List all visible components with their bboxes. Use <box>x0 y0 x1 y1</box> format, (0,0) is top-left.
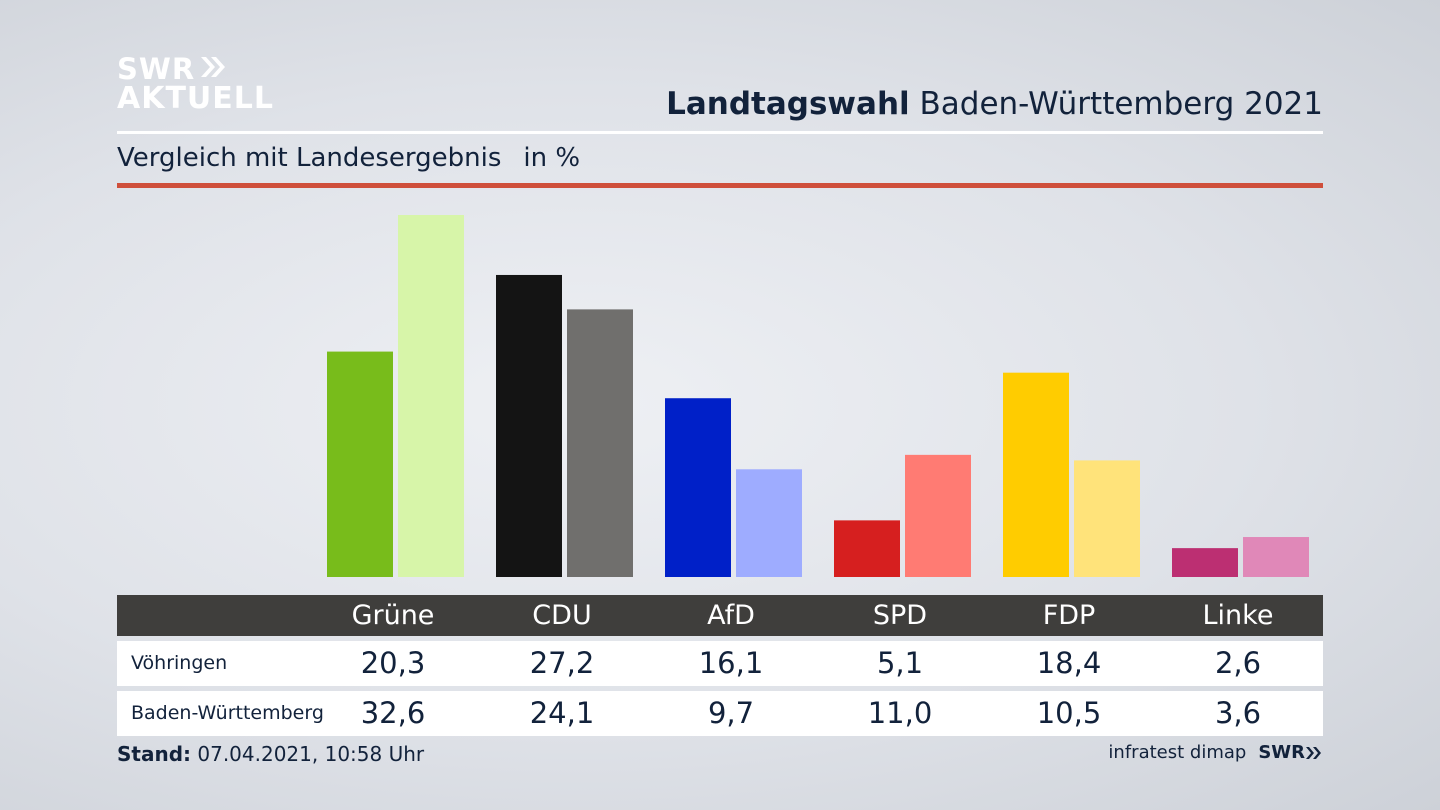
table-cell: 32,6 <box>360 696 426 730</box>
logo-aktuell-text: AKTUELL <box>117 81 275 116</box>
double-chevron-icon <box>1306 746 1321 759</box>
table-cell: 11,0 <box>867 696 933 730</box>
bar-cdu-state <box>567 309 633 577</box>
subtitle-text: Vergleich mit Landesergebnis <box>117 143 502 173</box>
table-cell: 3,6 <box>1214 696 1262 730</box>
title-rest: Baden-Württemberg 2021 <box>909 86 1324 122</box>
swr-footer-text: SWR <box>1258 742 1305 763</box>
bar-chart <box>327 215 1309 577</box>
table-cell: 9,7 <box>707 696 755 730</box>
bar-afd-local <box>665 398 731 577</box>
table-cell: 20,3 <box>360 646 426 680</box>
table-cell: 27,2 <box>529 646 595 680</box>
timestamp: Stand: 07.04.2021, 10:58 Uhr <box>117 742 424 766</box>
double-chevron-icon <box>199 54 227 84</box>
bar-afd-state <box>736 469 802 577</box>
swr-footer-logo: SWR <box>1258 742 1323 763</box>
table-cell: 5,1 <box>876 646 924 680</box>
bar-spd-local <box>834 520 900 577</box>
bar-linke-local <box>1172 548 1238 577</box>
table-cell: 2,6 <box>1214 646 1262 680</box>
header-fdp: FDP <box>1042 600 1096 631</box>
bar-fdp-state <box>1074 460 1140 577</box>
header-cdu: CDU <box>532 600 592 631</box>
bar-fdp-local <box>1003 372 1069 577</box>
bar-cdu-local <box>496 274 562 577</box>
row-label: Vöhringen <box>131 652 228 674</box>
page-title: Landtagswahl Baden-Württemberg 2021 <box>666 86 1323 122</box>
logo-swr-text: SWR <box>117 52 196 86</box>
accent-divider <box>117 183 1323 188</box>
header-linke: Linke <box>1202 600 1274 631</box>
header-gruene: Grüne <box>351 600 435 631</box>
table-header: Grüne CDU AfD SPD FDP Linke <box>117 595 1323 636</box>
table-row: Vöhringen 20,3 27,2 16,1 5,1 18,4 2,6 <box>117 641 1323 686</box>
source-text: infratest dimap <box>1108 742 1247 763</box>
header-spd: SPD <box>872 600 928 631</box>
results-table: Grüne CDU AfD SPD FDP Linke Vöhringen 20… <box>117 595 1323 736</box>
header-afd: AfD <box>707 600 755 631</box>
bar-gruene-local <box>327 351 393 577</box>
stand-label: Stand: <box>117 742 192 766</box>
title-bold: Landtagswahl <box>666 86 910 122</box>
row-label: Baden-Württemberg <box>131 702 324 724</box>
bar-spd-state <box>905 454 971 577</box>
table-cell: 16,1 <box>698 646 764 680</box>
bar-linke-state <box>1243 537 1309 577</box>
chart-subtitle: Vergleich mit Landesergebnis in % <box>117 143 580 173</box>
table-cell: 18,4 <box>1036 646 1102 680</box>
table-cell: 10,5 <box>1036 696 1102 730</box>
stand-value: 07.04.2021, 10:58 Uhr <box>191 742 425 766</box>
bar-gruene-state <box>398 215 464 577</box>
swr-aktuell-logo: SWR AKTUELL <box>117 54 274 114</box>
source-credit: infratest dimap SWR <box>1108 742 1323 763</box>
table-cell: 24,1 <box>529 696 595 730</box>
table-row: Baden-Württemberg 32,6 24,1 9,7 11,0 10,… <box>117 691 1323 736</box>
title-divider <box>117 131 1323 134</box>
unit-label: in % <box>523 143 581 173</box>
